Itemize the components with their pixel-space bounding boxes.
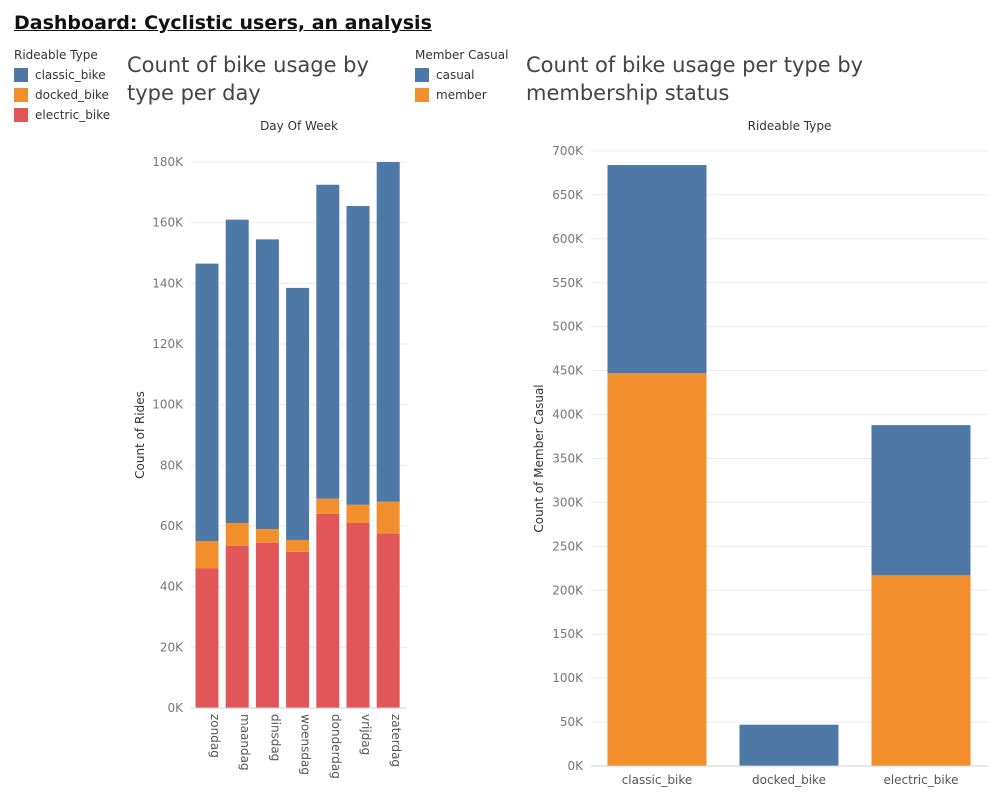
chart1-ytick-label: 140K [152, 276, 184, 290]
chart1-bar-dinsdag-docked-bike[interactable] [255, 529, 279, 543]
chart2-ytick-label: 100K [552, 671, 584, 685]
legend-swatch-classic-bike [14, 68, 28, 82]
chart1-bar-vrijdag-electric-bike[interactable] [346, 522, 370, 708]
chart1-category-label-zondag: zondag [208, 714, 222, 758]
chart1-bar-donderdag-electric-bike[interactable] [316, 513, 340, 708]
legend-label-classic-bike: classic_bike [35, 68, 106, 82]
chart1-bar-zondag-classic-bike[interactable] [195, 263, 219, 542]
chart1-bar-zaterdag-electric-bike[interactable] [376, 533, 400, 708]
chart2-bar-classic-bike-member[interactable] [607, 373, 707, 766]
chart1-column-header: Day Of Week [260, 119, 338, 133]
chart2-bar-electric-bike-member[interactable] [871, 575, 971, 766]
chart2-ytick-label: 650K [552, 188, 584, 202]
legend-member-casual: Member Casual casual member [415, 48, 508, 105]
legend-item-member[interactable]: member [415, 85, 508, 105]
dashboard-title: Dashboard: Cyclistic users, an analysis [14, 12, 432, 34]
legend-label-docked-bike: docked_bike [35, 88, 109, 102]
chart1-ytick-label: 100K [152, 398, 184, 412]
chart1-category-label-maandag: maandag [238, 714, 252, 771]
chart1-ytick-label: 120K [152, 337, 184, 351]
legend-swatch-docked-bike [14, 88, 28, 102]
chart1-ytick-label: 160K [152, 216, 184, 230]
chart1-bar-maandag-electric-bike[interactable] [225, 545, 249, 708]
legend-item-docked-bike[interactable]: docked_bike [14, 85, 110, 105]
chart1-bar-maandag-classic-bike[interactable] [225, 219, 249, 523]
legend-item-electric-bike[interactable]: electric_bike [14, 105, 110, 125]
legend-swatch-electric-bike [14, 108, 28, 122]
chart1-bar-donderdag-docked-bike[interactable] [316, 498, 340, 514]
chart2-ytick-label: 300K [552, 495, 584, 509]
chart1-bar-zaterdag-docked-bike[interactable] [376, 501, 400, 534]
legend-member-title: Member Casual [415, 48, 509, 62]
chart2-bar-classic-bike-casual[interactable] [607, 165, 707, 374]
chart1-bar-woensdag-docked-bike[interactable] [286, 539, 310, 552]
chart2-ytick-label: 450K [552, 364, 584, 378]
chart1-bar-vrijdag-docked-bike[interactable] [346, 504, 370, 523]
legend-label-member: member [436, 88, 487, 102]
chart1-bar-donderdag-classic-bike[interactable] [316, 184, 340, 499]
chart1-bar-woensdag-classic-bike[interactable] [286, 287, 310, 540]
chart2-bar-docked-bike-casual[interactable] [739, 724, 839, 766]
chart1-category-label-donderdag: donderdag [329, 714, 343, 779]
chart1-bar-zondag-electric-bike[interactable] [195, 568, 219, 708]
chart2-ytick-label: 0K [567, 759, 584, 773]
chart2-ytick-label: 350K [552, 452, 584, 466]
chart2-ytick-label: 50K [560, 715, 584, 729]
chart2-ytick-label: 250K [552, 539, 584, 553]
chart2-column-header: Rideable Type [748, 119, 832, 133]
legend-item-casual[interactable]: casual [415, 65, 508, 85]
chart2-category-label-electric-bike: electric_bike [883, 773, 958, 787]
chart2-category-label-docked-bike: docked_bike [752, 773, 826, 787]
chart1-bar-zondag-docked-bike[interactable] [195, 541, 219, 569]
chart2-ytick-label: 150K [552, 627, 584, 641]
chart2-ytick-label: 400K [552, 408, 584, 422]
chart2-title: Count of bike usage per type by membersh… [526, 53, 864, 105]
legend-rideable-type: Rideable Type classic_bike docked_bike e… [14, 48, 110, 125]
chart1-bar-woensdag-electric-bike[interactable] [286, 551, 310, 708]
chart1-ytick-label: 20K [160, 640, 184, 654]
legend-swatch-casual [415, 68, 429, 82]
legend-label-casual: casual [436, 68, 475, 82]
legend-swatch-member [415, 88, 429, 102]
chart1-bar-zaterdag-classic-bike[interactable] [376, 162, 400, 502]
chart2-ytick-label: 600K [552, 232, 584, 246]
legend-item-classic-bike[interactable]: classic_bike [14, 65, 110, 85]
legend-label-electric-bike: electric_bike [35, 108, 111, 122]
chart2-ytick-label: 500K [552, 320, 584, 334]
chart2-ytick-label: 200K [552, 583, 584, 597]
chart1-category-label-zaterdag: zaterdag [389, 714, 403, 767]
chart1-ytick-label: 60K [160, 519, 184, 533]
chart1-bar-dinsdag-electric-bike[interactable] [255, 542, 279, 708]
chart1-ytick-label: 40K [160, 580, 184, 594]
chart2-ytick-label: 700K [552, 144, 584, 158]
chart2-category-label-classic-bike: classic_bike [622, 773, 693, 787]
chart1-bar-maandag-docked-bike[interactable] [225, 522, 249, 546]
chart1-ytick-label: 80K [160, 458, 184, 472]
chart1-y-axis-label: Count of Rides [133, 391, 147, 479]
chart1-ytick-label: 0K [167, 701, 184, 715]
legend-rideable-title: Rideable Type [14, 48, 98, 62]
chart1-category-label-woensdag: woensdag [299, 714, 313, 775]
chart2-ytick-label: 550K [552, 276, 584, 290]
chart1-ytick-label: 180K [152, 155, 184, 169]
chart1-bar-vrijdag-classic-bike[interactable] [346, 205, 370, 505]
chart1-title: Count of bike usage by type per day [127, 53, 369, 105]
chart1-bar-dinsdag-classic-bike[interactable] [255, 239, 279, 530]
chart1-category-label-dinsdag: dinsdag [268, 714, 282, 761]
chart1-category-label-vrijdag: vrijdag [359, 714, 373, 755]
chart2-bar-electric-bike-casual[interactable] [871, 425, 971, 576]
chart2-y-axis-label: Count of Member Casual [532, 384, 546, 532]
